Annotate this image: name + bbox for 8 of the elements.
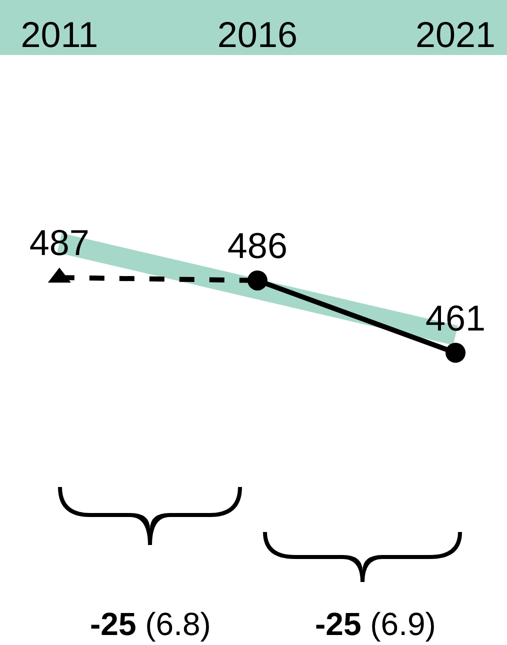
data-label: 486 [227, 224, 288, 266]
x-tick-label: 2021 [415, 14, 496, 55]
data-label: 487 [29, 222, 90, 264]
text: -25 (6.9) [315, 606, 436, 642]
data-label: 461 [425, 297, 486, 338]
text: -25 (6.8) [90, 606, 211, 642]
x-tick-label: 2011 [20, 14, 98, 55]
x-tick-label: 2016 [217, 14, 298, 55]
